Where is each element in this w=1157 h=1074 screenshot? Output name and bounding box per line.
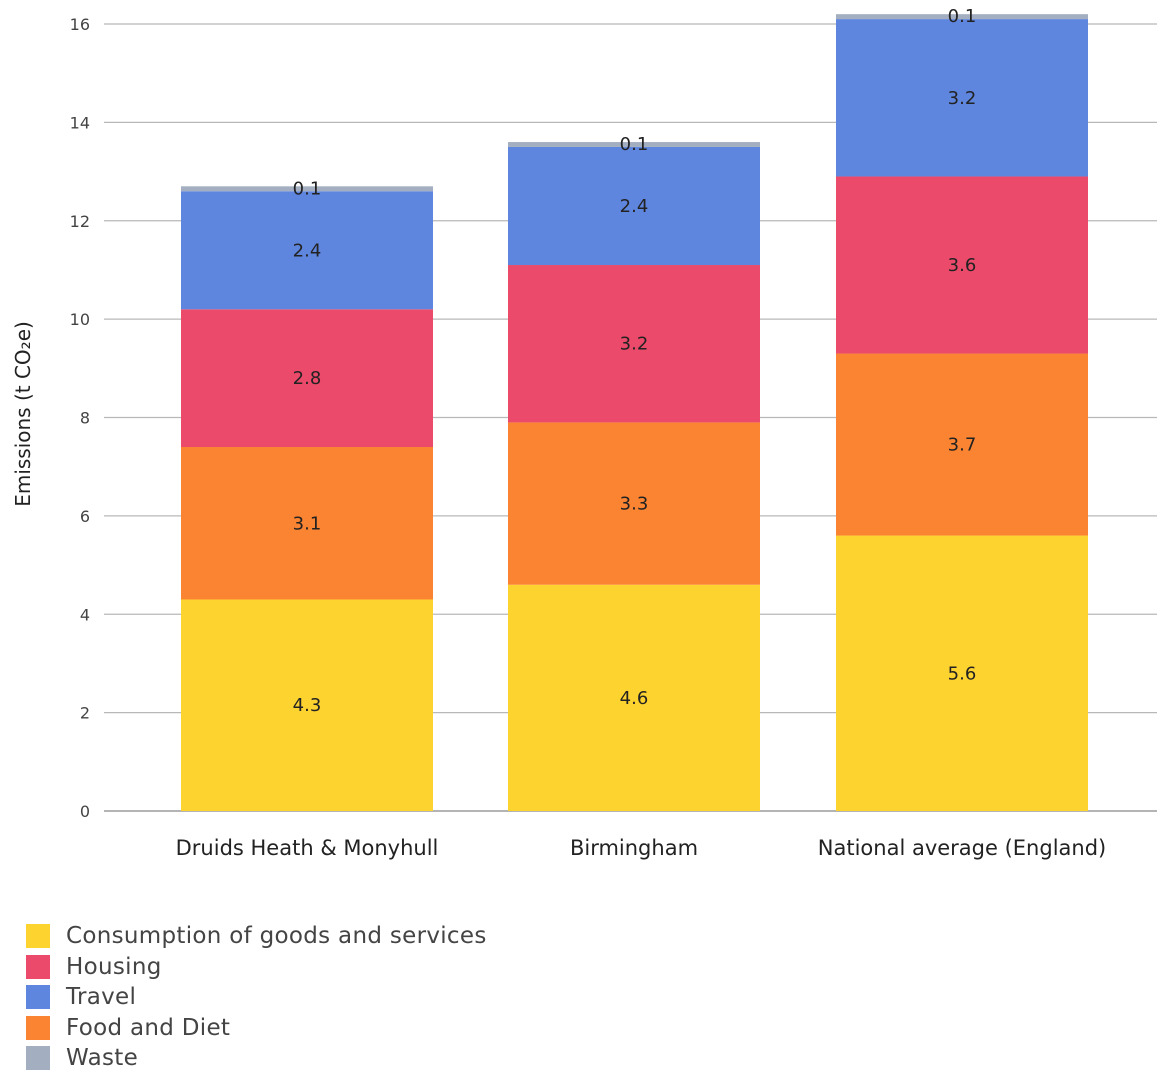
legend-swatch (26, 1015, 50, 1040)
legend-swatch (26, 954, 50, 979)
y-tick-label: 6 (80, 507, 90, 526)
legend-item: Housing (26, 952, 487, 983)
data-label: 2.8 (293, 368, 322, 389)
legend-label: Food and Diet (66, 1014, 231, 1041)
data-label: 0.1 (293, 178, 322, 199)
y-tick-label: 0 (80, 802, 90, 821)
bar-segment (508, 265, 760, 423)
legend-label: Waste (66, 1045, 139, 1072)
x-axis-categories: Druids Heath & Monyhull Birmingham Nationa… (176, 836, 1107, 860)
bar-segment (181, 191, 433, 310)
bar-segment (836, 14, 1088, 20)
legend-item: Consumption of goods and services (26, 921, 487, 952)
legend-label: Consumption of goods and services (66, 923, 487, 950)
bar-segment (181, 447, 433, 600)
bar-segment (836, 353, 1088, 536)
category-label: Birmingham (570, 836, 698, 860)
bar-segment (181, 186, 433, 192)
y-tick-label: 14 (70, 113, 90, 132)
y-tick-label: 16 (70, 15, 90, 34)
legend-swatch (26, 924, 50, 949)
legend-item: Waste (26, 1043, 487, 1074)
legend-item: Food and Diet (26, 1013, 487, 1044)
legend-label: Travel (66, 984, 137, 1011)
y-tick-label: 4 (80, 605, 90, 624)
bar-segment (181, 309, 433, 448)
bars: 4.3 3.1 2.8 2.4 0.1 4.6 3.3 3.2 2.4 0.1 5.6 3.7 3.6 3… (181, 6, 1088, 811)
bar-segment (508, 146, 760, 266)
category-label: Druids Heath & Monyhull (176, 836, 439, 860)
legend: Consumption of goods and services Housing… (26, 921, 487, 1074)
bar-segment (508, 584, 760, 811)
data-label: 3.2 (948, 88, 977, 109)
y-tick-label: 10 (70, 310, 90, 329)
y-tick-label: 2 (80, 704, 90, 723)
legend-swatch (26, 1046, 50, 1071)
data-label: 0.1 (948, 6, 977, 27)
data-label: 5.6 (948, 663, 977, 684)
y-axis-label: Emissions (t CO₂e) (11, 321, 35, 507)
data-label: 4.3 (293, 695, 322, 716)
data-label: 3.6 (948, 255, 977, 276)
data-label: 3.3 (620, 494, 649, 515)
y-axis-ticks: 0 2 4 6 8 10 12 14 16 (70, 15, 90, 821)
data-label: 0.1 (620, 134, 649, 155)
category-label: National average (England) (818, 836, 1106, 860)
bar-segment (508, 422, 760, 585)
data-label: 2.4 (293, 240, 322, 261)
data-label: 4.6 (620, 688, 649, 709)
legend-label: Housing (66, 953, 162, 980)
stacked-bar-chart: 0 2 4 6 8 10 12 14 16 4.3 3.1 2.8 2.4 0.1 4.6 3.3 3.2 2.… (11, 6, 1157, 860)
bar-segment (836, 19, 1088, 177)
bar-segment (508, 142, 760, 147)
bar-segment (181, 599, 433, 811)
y-tick-label: 12 (70, 212, 90, 231)
legend-item: Travel (26, 982, 487, 1013)
data-label: 3.7 (948, 435, 977, 456)
data-label: 3.2 (620, 334, 649, 355)
legend-swatch (26, 985, 50, 1010)
bar-segment (836, 176, 1088, 354)
data-label: 3.1 (293, 513, 322, 534)
bar-segment (836, 535, 1088, 811)
y-tick-label: 8 (80, 409, 90, 428)
data-label: 2.4 (620, 196, 649, 217)
